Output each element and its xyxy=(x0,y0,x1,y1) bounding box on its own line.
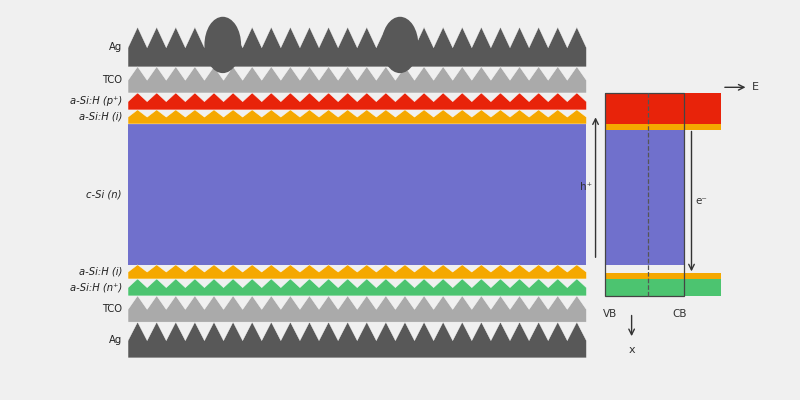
Polygon shape xyxy=(128,272,586,279)
Polygon shape xyxy=(128,341,586,358)
Text: E: E xyxy=(751,82,758,92)
Circle shape xyxy=(382,17,418,73)
Text: TCO: TCO xyxy=(102,304,122,314)
Polygon shape xyxy=(128,124,586,265)
Polygon shape xyxy=(128,279,586,296)
Polygon shape xyxy=(128,102,586,110)
Polygon shape xyxy=(605,124,684,265)
Polygon shape xyxy=(128,110,586,124)
Polygon shape xyxy=(128,310,586,322)
Polygon shape xyxy=(128,80,586,93)
Circle shape xyxy=(205,17,241,73)
Polygon shape xyxy=(605,124,721,130)
Polygon shape xyxy=(128,93,586,110)
Text: a-Si:H (i): a-Si:H (i) xyxy=(78,112,122,122)
Text: CB: CB xyxy=(672,309,686,319)
Text: VB: VB xyxy=(602,309,617,319)
Text: e⁻: e⁻ xyxy=(695,196,707,206)
Polygon shape xyxy=(128,288,586,296)
Text: $E_f$: $E_f$ xyxy=(650,208,662,222)
Polygon shape xyxy=(128,117,586,124)
Text: a-Si:H (n⁺): a-Si:H (n⁺) xyxy=(70,282,122,292)
Text: TCO: TCO xyxy=(102,75,122,85)
Polygon shape xyxy=(605,93,721,124)
Polygon shape xyxy=(128,322,586,358)
Text: a-Si:H (p⁺): a-Si:H (p⁺) xyxy=(70,96,122,106)
Polygon shape xyxy=(128,265,586,279)
Polygon shape xyxy=(605,279,721,296)
Text: a-Si:H (i): a-Si:H (i) xyxy=(78,267,122,277)
Polygon shape xyxy=(128,27,586,67)
Text: c-Si (n): c-Si (n) xyxy=(86,189,122,199)
Text: Ag: Ag xyxy=(109,42,122,52)
Polygon shape xyxy=(605,273,721,279)
Polygon shape xyxy=(128,67,586,93)
Text: x: x xyxy=(628,345,635,355)
Polygon shape xyxy=(128,48,586,67)
Text: Ag: Ag xyxy=(109,335,122,345)
Text: h⁺: h⁺ xyxy=(580,182,592,192)
Polygon shape xyxy=(128,296,586,322)
